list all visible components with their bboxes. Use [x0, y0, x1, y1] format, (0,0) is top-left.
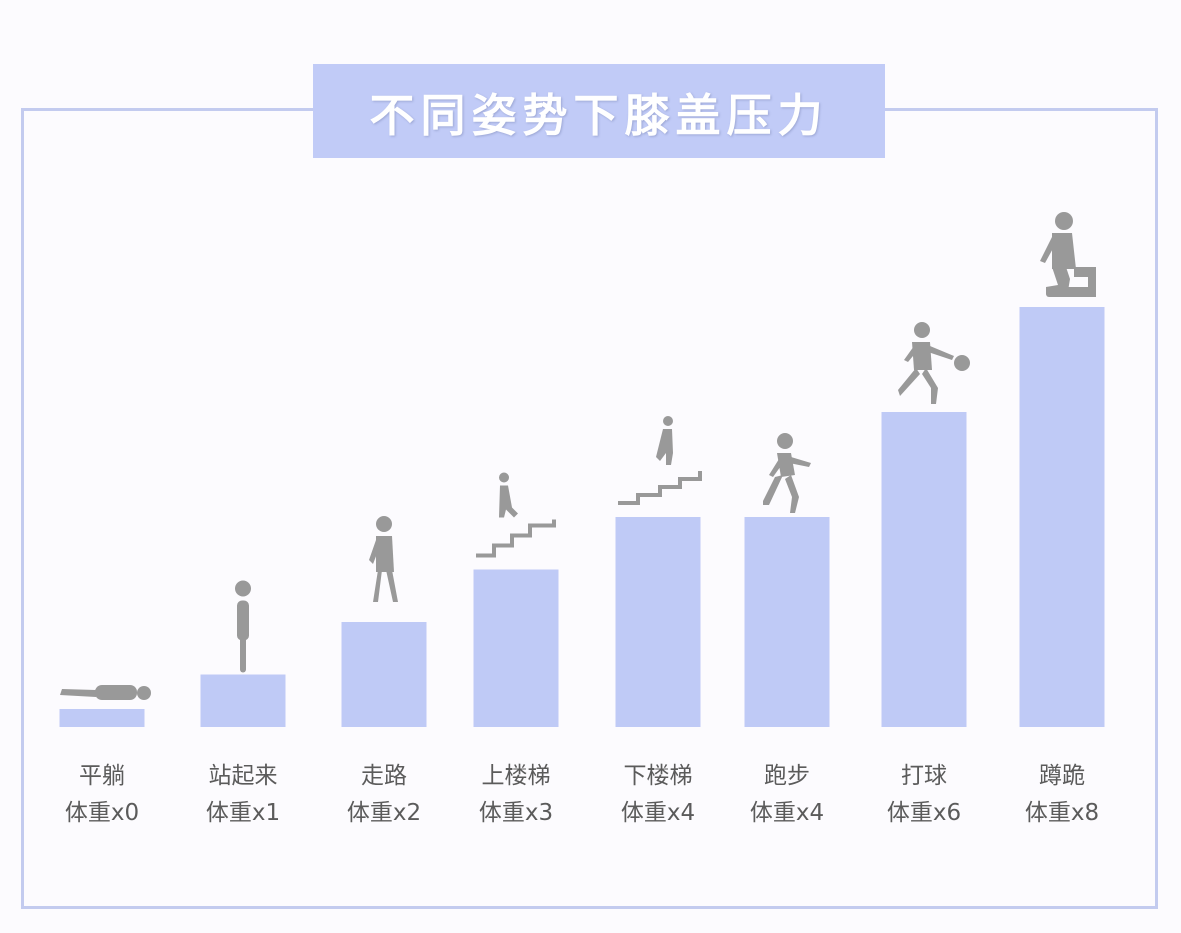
bar-6: [744, 517, 830, 727]
ball-player-icon: [898, 322, 970, 404]
walking-person-icon: [369, 516, 398, 602]
value-label: 体重x8: [1025, 800, 1099, 826]
bar-1: [59, 709, 145, 727]
value-label: 体重x4: [621, 800, 695, 826]
category-label: 蹲跪: [1039, 763, 1085, 789]
value-label: 体重x0: [65, 800, 139, 826]
chart-title: 不同姿势下膝盖压力: [369, 88, 829, 142]
bar-2: [200, 674, 286, 727]
category-label: 跑步: [764, 763, 810, 789]
value-label: 体重x6: [887, 800, 961, 826]
category-label: 站起来: [209, 763, 278, 789]
bar-5: [615, 517, 701, 727]
title-banner: 不同姿势下膝盖压力: [313, 64, 885, 158]
value-label: 体重x3: [479, 800, 553, 826]
category-label: 上楼梯: [482, 763, 551, 789]
climbing-stairs-icon: [476, 472, 556, 558]
bar-8: [1019, 307, 1105, 727]
bar-3: [341, 622, 427, 727]
category-label: 平躺: [79, 763, 125, 789]
bar-4: [473, 569, 559, 727]
value-label: 体重x2: [347, 800, 421, 826]
value-label: 体重x4: [750, 800, 824, 826]
category-label: 下楼梯: [624, 763, 693, 789]
running-person-icon: [763, 433, 811, 513]
squatting-person-icon: [1040, 212, 1096, 297]
category-label: 打球: [901, 763, 947, 789]
descending-stairs-icon: [618, 416, 702, 505]
value-label: 体重x1: [206, 800, 280, 826]
category-label: 走路: [361, 763, 407, 789]
lying-person-icon: [60, 685, 151, 700]
standing-person-icon: [235, 580, 251, 673]
bar-7: [881, 412, 967, 727]
